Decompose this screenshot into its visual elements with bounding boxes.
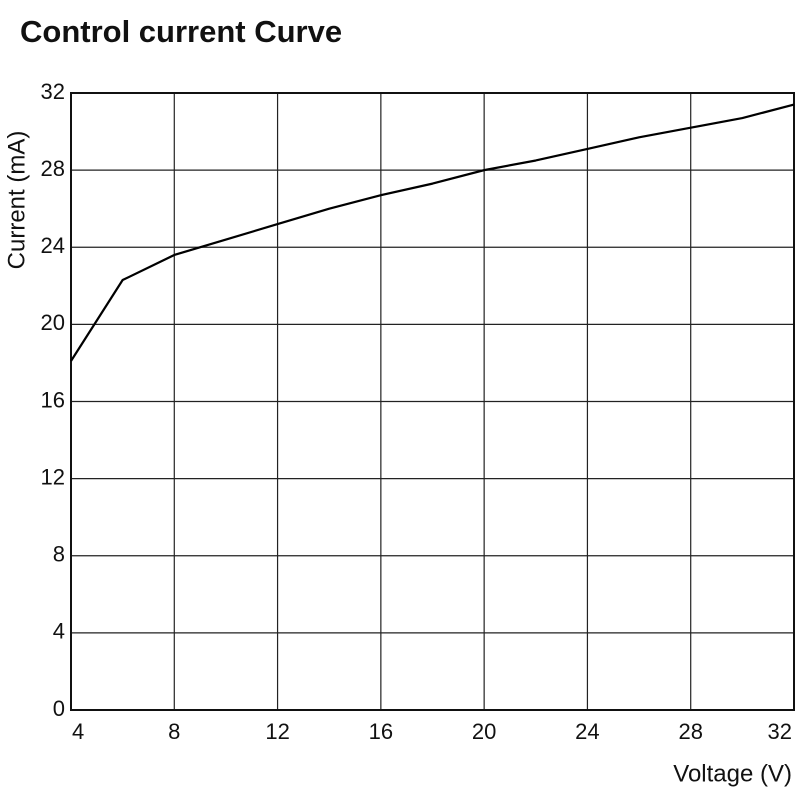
y-tick-label: 16 [41, 387, 65, 412]
data-line [70, 103, 795, 362]
y-tick-label: 24 [41, 233, 65, 258]
plot-frame [70, 92, 795, 711]
x-tick-label: 4 [72, 719, 84, 744]
x-tick-label: 12 [265, 719, 289, 744]
x-axis-label: Voltage (V) [673, 760, 792, 787]
y-tick-label: 32 [41, 79, 65, 104]
x-tick-label: 8 [168, 719, 180, 744]
x-tick-label: 16 [369, 719, 393, 744]
chart-title: Control current Curve [20, 14, 342, 49]
x-tick-label: 20 [472, 719, 496, 744]
y-tick-label: 8 [53, 542, 65, 567]
y-axis-label: Current (mA) [3, 131, 30, 270]
x-tick-label: 24 [575, 719, 599, 744]
x-tick-label: 32 [768, 719, 792, 744]
y-tick-label: 4 [53, 619, 65, 644]
y-tick-label: 20 [41, 310, 65, 335]
y-tick-label: 12 [41, 464, 65, 489]
y-tick-label: 28 [41, 156, 65, 181]
x-tick-label: 28 [678, 719, 702, 744]
y-tick-label: 0 [53, 696, 65, 721]
